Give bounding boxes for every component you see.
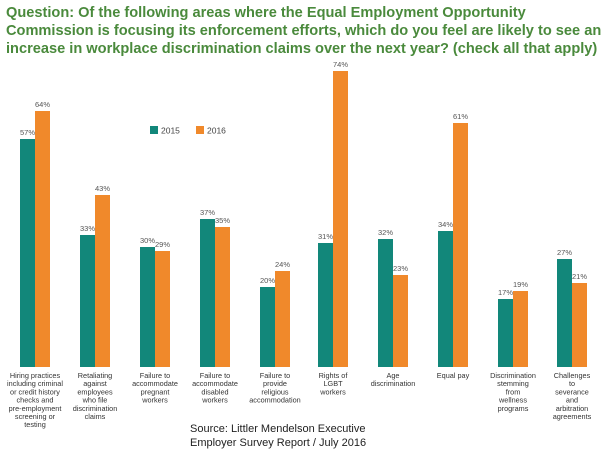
legend-label-2015: 2015	[161, 126, 180, 136]
category-label-9-line-5: agreements	[553, 412, 592, 421]
category-label-5-line-0: Rights of	[319, 371, 349, 380]
bar-2015-7	[438, 231, 453, 367]
data-label-2016-2: 29%	[155, 240, 170, 249]
data-label-2016-4: 24%	[275, 260, 290, 269]
data-label-2016-0: 64%	[35, 100, 50, 109]
data-label-2015-6: 32%	[378, 228, 393, 237]
data-label-2015-3: 37%	[200, 208, 215, 217]
bar-2016-3	[215, 227, 230, 367]
bars-layer: 57% 64% 33% 43% 30% 29% 37%35% 20%24% 31% 74% 32% 2…	[20, 60, 587, 367]
category-label-0-line-1: including criminal	[7, 379, 63, 388]
category-label-5-line-2: workers	[319, 387, 346, 396]
bar-2016-7	[453, 123, 468, 367]
category-label-2-line-3: workers	[141, 396, 168, 405]
chart-title: Question: Of the following areas where t…	[6, 5, 602, 57]
category-label-1-line-1: against	[83, 379, 107, 388]
data-label-2015-8: 17%	[498, 288, 513, 297]
category-label-8-line-2: from	[506, 387, 521, 396]
legend: 2015 2016	[150, 126, 226, 136]
category-label-9-line-3: and	[566, 396, 578, 405]
bar-2016-8	[513, 291, 528, 367]
source-line-2: Employer Survey Report / July 2016	[190, 437, 367, 449]
category-label-0-line-4: pre-employment	[9, 404, 62, 413]
data-label-2016-6: 23%	[393, 264, 408, 273]
category-label-9-line-1: to	[569, 379, 575, 388]
category-label-0-line-2: or credit history	[10, 387, 60, 396]
bar-2015-3	[200, 219, 215, 367]
data-label-2015-9: 27%	[557, 248, 572, 257]
category-label-0-line-5: screening or	[15, 412, 56, 421]
bar-2015-4	[260, 287, 275, 367]
category-label-3-line-3: workers	[201, 396, 228, 405]
bar-2016-6	[393, 275, 408, 367]
category-label-2-line-2: pregnant	[141, 387, 170, 396]
category-label-6-line-1: discrimination	[371, 379, 416, 388]
data-label-2015-0: 57%	[20, 128, 35, 137]
legend-swatch-2016	[196, 126, 204, 134]
category-label-9-line-0: Challenges	[554, 371, 591, 380]
category-label-8-line-0: Discrimination	[490, 371, 536, 380]
category-label-2-line-1: accommodate	[132, 379, 178, 388]
legend-swatch-2015	[150, 126, 158, 134]
category-label-4-line-3: accommodation	[249, 396, 301, 405]
bar-2015-8	[498, 299, 513, 367]
bar-2016-5	[333, 71, 348, 367]
bar-2016-2	[155, 251, 170, 367]
data-label-2015-4: 20%	[260, 276, 275, 285]
bar-2015-6	[378, 239, 393, 367]
data-label-2015-1: 33%	[80, 224, 95, 233]
data-label-2016-5: 74%	[333, 60, 348, 69]
category-label-5-line-1: LGBT	[323, 379, 343, 388]
bar-2015-0	[20, 139, 35, 367]
data-label-2016-3: 35%	[215, 216, 230, 225]
category-label-2-line-0: Failure to	[140, 371, 170, 380]
data-label-2015-2: 30%	[140, 236, 155, 245]
category-label-1-line-0: Retaliating	[78, 371, 112, 380]
category-label-0-line-3: checks and	[17, 396, 54, 405]
category-label-3-line-0: Failure to	[200, 371, 230, 380]
category-label-4-line-2: religious	[261, 387, 289, 396]
category-label-7-line-0: Equal pay	[437, 371, 470, 380]
category-label-3-line-2: disabled	[201, 387, 228, 396]
data-label-2016-1: 43%	[95, 184, 110, 193]
category-label-6-line-0: Age	[387, 371, 400, 380]
category-label-1-line-2: employees	[77, 387, 113, 396]
data-label-2015-5: 31%	[318, 232, 333, 241]
bar-2016-9	[572, 283, 587, 367]
bar-2015-9	[557, 259, 572, 367]
category-label-8-line-4: programs	[498, 404, 529, 413]
category-label-9-line-2: severance	[555, 387, 589, 396]
bar-2016-0	[35, 111, 50, 367]
category-label-8-line-1: stemming	[497, 379, 529, 388]
source-line-1: Source: Littler Mendelson Executive	[190, 423, 366, 435]
category-label-3-line-1: accommodate	[192, 379, 238, 388]
category-label-0-line-6: testing	[24, 420, 46, 429]
category-label-1-line-4: discrimination	[73, 404, 118, 413]
category-label-0-line-0: Hiring practices	[10, 371, 61, 380]
category-label-9-line-4: arbitration	[556, 404, 588, 413]
bar-2015-1	[80, 235, 95, 367]
legend-label-2016: 2016	[207, 126, 226, 136]
category-label-4-line-1: provide	[263, 379, 287, 388]
category-label-4-line-0: Failure to	[260, 371, 290, 380]
category-label-1-line-5: claims	[85, 412, 106, 421]
bar-2015-5	[318, 243, 333, 367]
bar-2016-1	[95, 195, 110, 367]
bar-2015-2	[140, 247, 155, 367]
data-label-2016-9: 21%	[572, 272, 587, 281]
data-label-2016-8: 19%	[513, 280, 528, 289]
data-label-2016-7: 61%	[453, 112, 468, 121]
category-label-8-line-3: wellness	[498, 396, 527, 405]
source-note: Source: Littler Mendelson Executive Empl…	[190, 422, 420, 450]
bar-2016-4	[275, 271, 290, 367]
data-label-2015-7: 34%	[438, 220, 453, 229]
category-label-1-line-3: who file	[82, 396, 108, 405]
